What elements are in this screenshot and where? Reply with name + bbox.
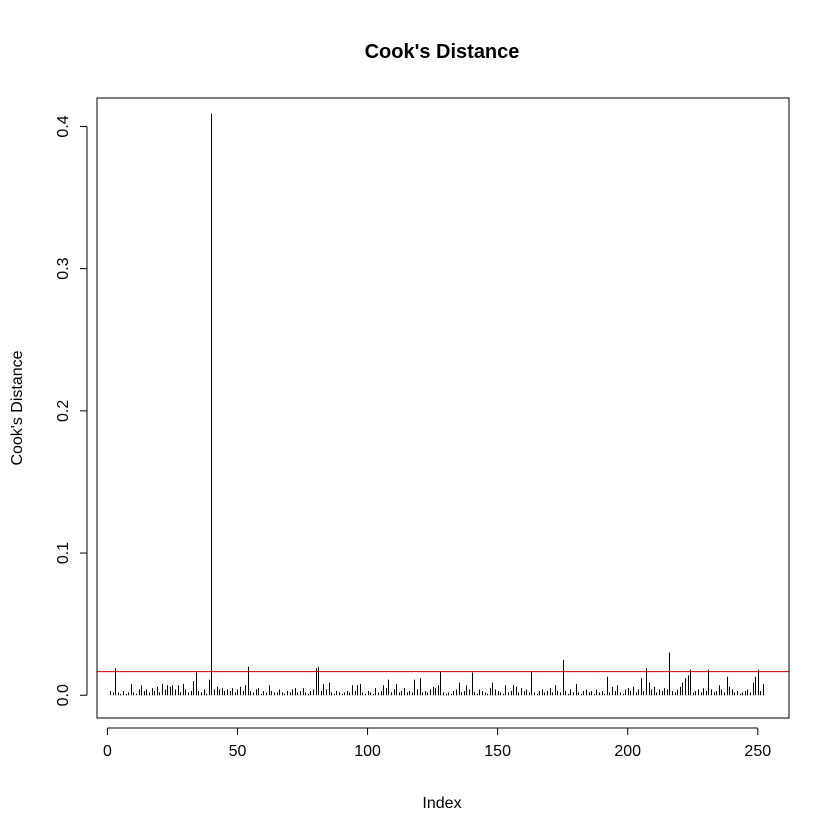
y-tick-label-4: 0.4 (55, 115, 72, 137)
x-tick-label-0: 0 (103, 743, 112, 760)
y-axis: 0.0 0.1 0.2 0.3 0.4 (55, 115, 88, 706)
x-tick-label-150: 150 (484, 743, 511, 760)
y-tick-label-1: 0.1 (55, 542, 72, 564)
x-axis-label: Index (422, 795, 461, 812)
y-tick-label-2: 0.2 (55, 400, 72, 422)
bars-layer (110, 113, 764, 696)
x-axis: 0 50 100 150 200 250 (103, 727, 771, 760)
y-tick-label-0: 0.0 (55, 684, 72, 706)
plot-frame (96, 97, 790, 719)
x-tick-label-100: 100 (354, 743, 381, 760)
chart-title: Cook's Distance (365, 41, 520, 63)
x-tick-label-200: 200 (614, 743, 641, 760)
x-tick-label-250: 250 (744, 743, 771, 760)
y-axis-label: Cook's Distance (9, 350, 26, 465)
y-tick-label-3: 0.3 (55, 257, 72, 279)
x-tick-label-50: 50 (229, 743, 247, 760)
